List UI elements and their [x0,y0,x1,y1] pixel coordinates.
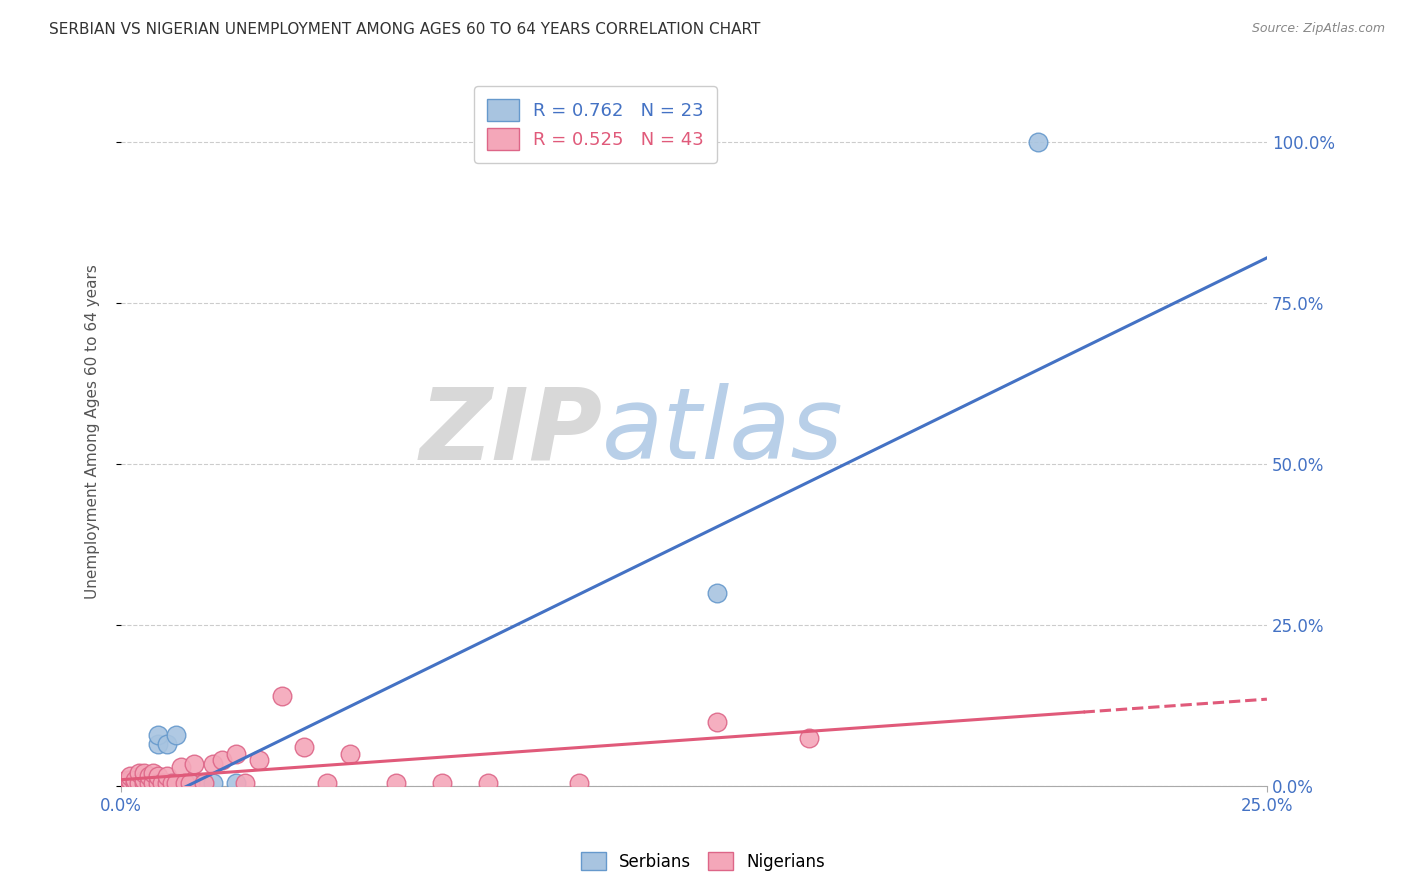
Point [138,776,160,790]
Point [477,776,499,790]
Point [156,776,179,790]
Point [146,737,169,751]
Point [174,776,197,790]
Point [132,776,155,790]
Text: atlas: atlas [602,384,844,480]
Point [706,714,728,729]
Point [160,776,183,790]
Point [156,769,179,783]
Point [156,776,179,790]
Point [146,728,169,742]
Point [339,747,361,761]
Point [150,776,173,790]
Point [142,766,165,780]
Point [225,747,247,761]
Point [183,756,205,771]
Text: Source: ZipAtlas.com: Source: ZipAtlas.com [1251,22,1385,36]
Point [156,737,179,751]
Text: SERBIAN VS NIGERIAN UNEMPLOYMENT AMONG AGES 60 TO 64 YEARS CORRELATION CHART: SERBIAN VS NIGERIAN UNEMPLOYMENT AMONG A… [49,22,761,37]
Text: ZIP: ZIP [419,384,602,480]
Point [165,728,187,742]
Point [138,769,160,783]
Point [316,776,339,790]
Point [124,772,146,787]
Point [114,776,136,790]
Point [120,776,142,790]
Point [706,586,728,600]
Point [160,776,183,790]
Point [179,776,201,790]
Point [225,776,247,790]
Point [270,689,292,703]
Point [165,776,187,790]
Point [568,776,591,790]
Point [797,731,820,745]
Point [128,766,150,780]
Point [385,776,408,790]
Point [132,766,155,780]
Point [247,753,270,767]
Point [170,760,193,774]
Point [294,740,316,755]
Point [120,776,142,790]
Point [150,776,173,790]
Point [138,776,160,790]
Point [201,776,224,790]
Point [132,776,155,790]
Point [124,776,146,790]
Legend: Serbians, Nigerians: Serbians, Nigerians [572,844,834,880]
Point [430,776,453,790]
Point [132,772,155,787]
Point [1026,135,1049,149]
Point [128,776,150,790]
Point [120,772,142,787]
Point [146,776,169,790]
Y-axis label: Unemployment Among Ages 60 to 64 years: Unemployment Among Ages 60 to 64 years [86,264,100,599]
Point [132,772,155,787]
Point [193,776,215,790]
Point [124,772,146,787]
Point [201,756,224,771]
Point [211,753,233,767]
Point [128,776,150,790]
Point [120,772,142,787]
Point [142,776,165,790]
Legend: R = 0.762   N = 23, R = 0.525   N = 43: R = 0.762 N = 23, R = 0.525 N = 43 [474,87,717,163]
Point [142,776,165,790]
Point [124,776,146,790]
Point [233,776,256,790]
Point [120,769,142,783]
Point [193,776,215,790]
Point [114,776,136,790]
Point [179,776,201,790]
Point [114,772,136,787]
Point [146,769,169,783]
